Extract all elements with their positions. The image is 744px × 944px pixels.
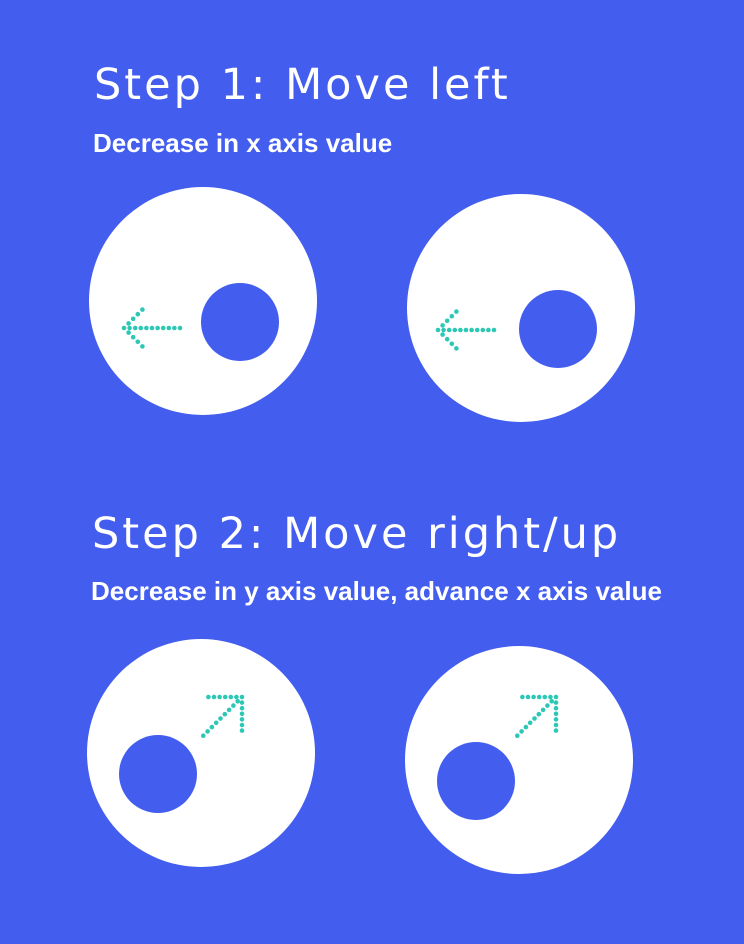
step1-subtitle: Decrease in x axis value	[93, 128, 393, 158]
ball	[119, 735, 197, 813]
step1-title: Step 1: Move left	[94, 60, 511, 110]
step2-frame-2	[405, 646, 633, 874]
frame-circle	[405, 646, 633, 874]
dotted-up-right-arrow-icon	[201, 694, 245, 738]
step2-subtitle: Decrease in y axis value, advance x axis…	[91, 576, 662, 606]
step2-title: Step 2: Move right/up	[92, 509, 622, 559]
frame-circle	[87, 639, 315, 867]
frame-circle	[89, 187, 317, 415]
dotted-up-right-arrow-icon	[515, 694, 559, 738]
ball	[519, 290, 597, 368]
step1-frame-1	[89, 187, 317, 415]
dotted-left-arrow-icon	[435, 309, 497, 351]
step2-frame-1	[87, 639, 315, 867]
frame-circle	[407, 194, 635, 422]
ball	[437, 742, 515, 820]
dotted-left-arrow-icon	[121, 307, 183, 349]
step1-frame-2	[407, 194, 635, 422]
ball	[201, 283, 279, 361]
